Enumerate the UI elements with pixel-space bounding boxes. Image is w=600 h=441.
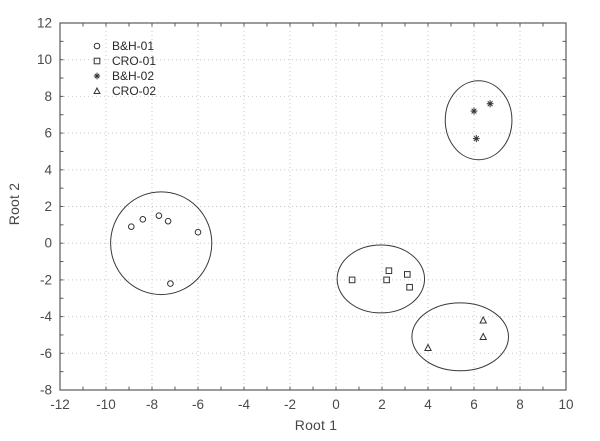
legend-item-label: CRO-01 xyxy=(112,53,157,68)
y-tick-label: 12 xyxy=(37,16,52,31)
x-tick-label: 4 xyxy=(424,397,432,412)
x-tick-label: 10 xyxy=(558,397,573,412)
legend-item-CRO-01: CRO-01 xyxy=(91,53,156,68)
data-point-B&H-02 xyxy=(472,135,480,143)
data-point-B&H-02 xyxy=(470,107,478,115)
y-tick-label: 10 xyxy=(37,52,52,67)
data-point-CRO-02 xyxy=(479,315,488,324)
data-point-CRO-01 xyxy=(403,271,411,278)
y-tick-label: 2 xyxy=(44,199,52,214)
data-point-B&H-01 xyxy=(155,212,163,219)
data-point-B&H-01 xyxy=(139,216,147,223)
asterisk-legend-marker-icon xyxy=(93,72,101,79)
x-tick-label: -2 xyxy=(284,397,296,412)
data-point-B&H-01 xyxy=(167,280,174,287)
legend-item-label: B&H-02 xyxy=(112,68,155,83)
series-CRO-01 xyxy=(348,267,413,291)
y-axis-title: Root 2 xyxy=(6,182,22,226)
y-tick-label: -8 xyxy=(40,383,52,398)
x-tick-label: 6 xyxy=(470,397,478,412)
legend: B&H-01 CRO-01 B&H-02 CRO-02 xyxy=(91,38,156,98)
legend-item-label: CRO-02 xyxy=(112,83,157,98)
x-tick-label: -10 xyxy=(96,397,116,412)
y-tick-label: -4 xyxy=(40,309,52,324)
x-tick-label: 8 xyxy=(516,397,524,412)
x-tick-label: -4 xyxy=(238,397,250,412)
data-point-CRO-02 xyxy=(479,332,488,340)
series-CRO-02 xyxy=(424,315,488,351)
legend-item-B&H-02: B&H-02 xyxy=(91,68,156,83)
square-legend-marker-icon xyxy=(93,57,101,64)
x-tick-label: -8 xyxy=(146,397,158,412)
data-point-B&H-01 xyxy=(194,228,202,236)
series-B&H-02 xyxy=(470,100,494,143)
x-tick-label: -6 xyxy=(192,397,204,412)
data-point-B&H-01 xyxy=(128,223,135,230)
y-tick-label: -6 xyxy=(40,346,52,361)
x-tick-label: -12 xyxy=(50,397,70,412)
data-point-CRO-01 xyxy=(348,276,356,284)
data-point-CRO-01 xyxy=(383,276,390,284)
cluster-ellipse-B&H-02 xyxy=(444,80,513,161)
cluster-ellipse-CRO-02 xyxy=(411,302,510,372)
y-tick-label: 4 xyxy=(44,162,52,177)
y-tick-label: 0 xyxy=(44,236,52,251)
data-point-B&H-01 xyxy=(164,217,172,225)
x-tick-label: 2 xyxy=(378,397,386,412)
data-point-B&H-02 xyxy=(486,100,494,108)
data-point-CRO-01 xyxy=(406,283,413,291)
x-tick-label: 0 xyxy=(332,397,340,412)
y-tick-label: 6 xyxy=(44,126,52,141)
cluster-ellipse-CRO-01 xyxy=(336,244,426,314)
legend-item-CRO-02: CRO-02 xyxy=(91,83,156,98)
triangle-legend-marker-icon xyxy=(93,86,101,94)
legend-item-B&H-01: B&H-01 xyxy=(91,38,156,53)
series-B&H-01 xyxy=(128,212,202,287)
cluster-ellipse-B&H-01 xyxy=(110,191,213,296)
data-point-CRO-02 xyxy=(424,343,432,351)
x-axis-title: Root 1 xyxy=(294,417,338,433)
y-tick-label: 8 xyxy=(44,89,52,104)
y-tick-label: -2 xyxy=(40,272,52,287)
data-point-CRO-01 xyxy=(385,267,393,275)
circle-legend-marker-icon xyxy=(93,42,101,49)
legend-item-label: B&H-01 xyxy=(112,38,155,53)
